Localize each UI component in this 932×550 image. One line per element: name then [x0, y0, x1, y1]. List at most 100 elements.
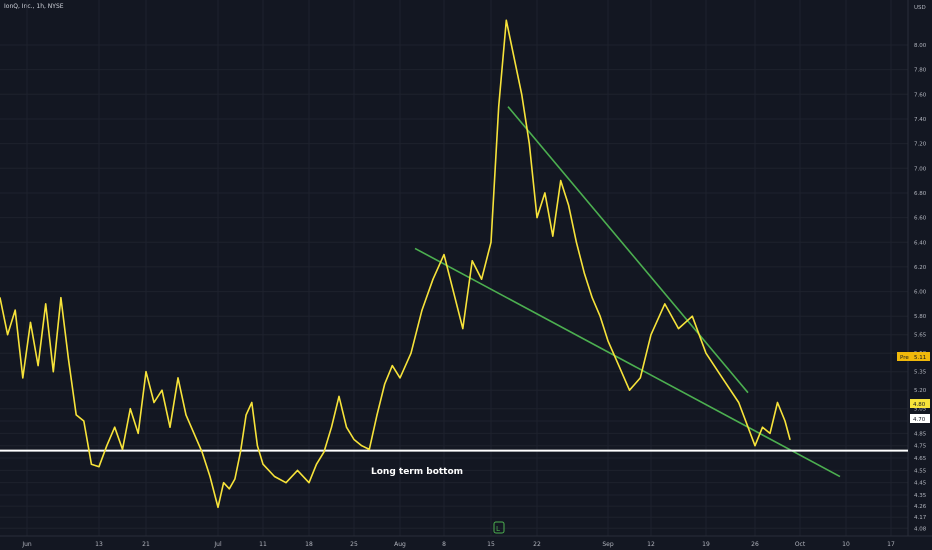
- price-point: [490, 241, 492, 243]
- price-point: [161, 389, 163, 391]
- x-tick-label: 21: [142, 541, 150, 548]
- price-point: [384, 383, 386, 385]
- price-point: [691, 315, 693, 317]
- last-price-label: 4.80: [910, 399, 930, 408]
- price-point: [721, 377, 723, 379]
- price-point: [607, 340, 609, 342]
- y-tick-label: 7.00: [914, 166, 927, 172]
- y-tick-label: 8.00: [914, 43, 927, 49]
- price-point: [45, 303, 47, 305]
- y-tick-label: 7.60: [914, 92, 927, 98]
- price-point: [106, 445, 108, 447]
- x-tick-label: Oct: [795, 541, 806, 548]
- y-tick-label: 6.60: [914, 216, 927, 222]
- y-tick-label: 6.40: [914, 240, 927, 246]
- price-point: [330, 426, 333, 428]
- price-point: [137, 432, 139, 434]
- price-point: [315, 463, 318, 465]
- price-point: [114, 426, 116, 428]
- price-point: [251, 401, 253, 404]
- y-tick-label: 4.85: [914, 431, 927, 437]
- annotation-long-term-bottom: Long term bottom: [371, 467, 463, 477]
- grid: [0, 0, 908, 536]
- y-tick-label: 4.55: [914, 468, 927, 474]
- price-point: [273, 475, 276, 478]
- y-tick-label: 7.40: [914, 117, 927, 123]
- price-point: [513, 56, 515, 58]
- x-tick-label: 13: [95, 541, 103, 548]
- price-point: [391, 364, 393, 367]
- currency-label: USD: [914, 5, 926, 11]
- x-tick-label: 15: [487, 541, 495, 548]
- tradingview-logo-icon[interactable]: L: [493, 521, 505, 534]
- price-point: [121, 448, 124, 450]
- price-point: [776, 401, 779, 404]
- symbol-title: IonQ, Inc., 1h, NYSE: [4, 3, 64, 10]
- price-point: [14, 309, 16, 311]
- price-point: [29, 321, 32, 323]
- price-point: [201, 451, 203, 453]
- price-point: [368, 448, 370, 450]
- price-point: [98, 466, 100, 468]
- price-point: [75, 414, 77, 416]
- price-point: [361, 445, 363, 447]
- y-tick-label: 5.65: [914, 333, 927, 339]
- price-point: [705, 352, 707, 354]
- y-tick-label: 6.00: [914, 290, 927, 296]
- y-tick-label: 4.35: [914, 493, 927, 499]
- x-tick-label: 26: [751, 541, 759, 548]
- price-point: [677, 327, 680, 330]
- price-point: [583, 272, 585, 274]
- x-tick-label: 25: [350, 541, 358, 548]
- support-value: 4.70: [913, 417, 926, 423]
- y-tick-label: 5.80: [914, 314, 927, 320]
- y-tick-label: 5.35: [914, 370, 927, 376]
- price-point: [784, 420, 786, 422]
- price-point: [67, 358, 70, 360]
- price-point: [185, 414, 187, 416]
- price-point: [193, 432, 195, 434]
- pre-market-label: Pre 5.11: [897, 352, 930, 361]
- pre-value: 5.11: [914, 355, 926, 361]
- y-tick-label: 7.20: [914, 142, 927, 148]
- x-tick-label: Jun: [21, 541, 32, 548]
- y-tick-label: 6.20: [914, 265, 927, 271]
- x-tick-label: 11: [259, 541, 267, 548]
- y-tick-label: 4.08: [914, 526, 927, 532]
- price-point: [567, 204, 570, 206]
- price-point: [399, 377, 401, 379]
- y-tick-label: 4.75: [914, 444, 927, 450]
- price-point: [209, 475, 211, 478]
- price-point: [452, 290, 454, 293]
- price-point: [738, 401, 740, 404]
- price-point: [498, 106, 500, 108]
- y-tick-label: 7.80: [914, 68, 927, 74]
- price-point: [528, 143, 530, 145]
- x-tick-label: 8: [442, 541, 446, 548]
- price-point: [754, 445, 756, 447]
- price-point: [462, 327, 464, 330]
- price-point: [90, 463, 92, 465]
- price-point: [256, 445, 258, 447]
- x-tick-label: 12: [647, 541, 655, 548]
- price-point: [599, 315, 601, 317]
- price-point: [37, 364, 39, 367]
- pre-tag: Pre: [900, 355, 909, 361]
- price-point: [628, 389, 631, 391]
- price-point: [177, 377, 179, 379]
- y-axis-ticks: 8.00 7.80 7.60 7.40 7.20 7.00 6.80 6.60 6.40 6.20…: [914, 43, 927, 532]
- price-point: [262, 463, 264, 465]
- x-tick-label: 17: [887, 541, 895, 548]
- price-points: [0, 19, 791, 508]
- last-price-value: 4.80: [913, 402, 926, 408]
- price-point: [323, 451, 325, 453]
- trend-line-lower: [414, 247, 841, 478]
- y-tick-label: 4.65: [914, 456, 927, 462]
- y-tick-label: 6.80: [914, 191, 927, 197]
- price-point: [228, 488, 230, 490]
- price-point: [481, 278, 483, 280]
- svg-text:L: L: [496, 525, 500, 533]
- x-tick-label: 19: [702, 541, 710, 548]
- price-point: [83, 420, 85, 422]
